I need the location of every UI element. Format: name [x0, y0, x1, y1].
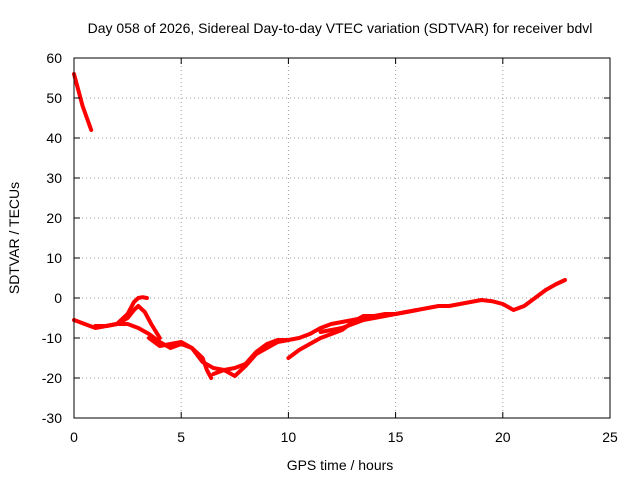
grid [74, 58, 610, 418]
y-tick-label: 20 [46, 210, 62, 226]
y-tick-label: 50 [46, 90, 62, 106]
series-line-arc-4 [93, 322, 214, 380]
plot-frame [73, 57, 611, 419]
series-group [72, 72, 567, 380]
series-line-arc-6 [211, 316, 366, 378]
y-axis-label: SDTVAR / TECUs [6, 182, 22, 294]
series-line-arc-1 [72, 72, 94, 132]
x-tick-label: 10 [281, 429, 297, 445]
x-tick-label: 5 [177, 429, 185, 445]
x-tick-label: 15 [388, 429, 404, 445]
x-tick-label: 20 [495, 429, 511, 445]
y-tick-label: -30 [42, 410, 62, 426]
x-tick-label: 25 [602, 429, 618, 445]
y-tick-label: -20 [42, 370, 62, 386]
y-tick-label: 0 [54, 290, 62, 306]
x-tick-label: 0 [70, 429, 78, 445]
series-line-arc-8 [318, 278, 567, 334]
y-tick-label: 30 [46, 170, 62, 186]
y-tick-label: -10 [42, 330, 62, 346]
series-line-arc-5 [147, 336, 291, 372]
y-tick-label: 60 [46, 50, 62, 66]
x-axis-label: GPS time / hours [287, 457, 394, 473]
chart-title: Day 058 of 2026, Sidereal Day-to-day VTE… [88, 20, 593, 36]
y-tick-label: 40 [46, 130, 62, 146]
y-tick-label: 10 [46, 250, 62, 266]
ticks: 0 5 10 15 20 25 -30 -20 -10 0 10 20 30 40 50 60 [42, 50, 618, 445]
